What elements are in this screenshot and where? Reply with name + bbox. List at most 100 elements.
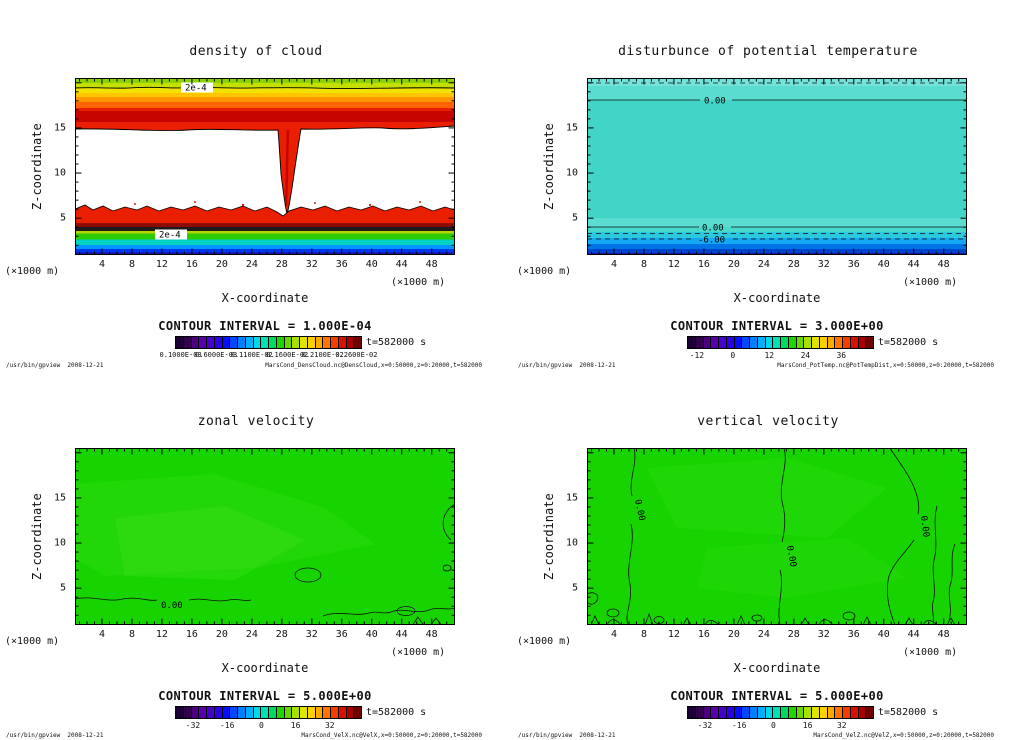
colorbar-cell	[307, 707, 316, 718]
density-field: 2e-4 2e-4	[75, 78, 455, 255]
colorbar-cell	[711, 337, 719, 348]
x-axis-tick-labels: 4 8 12 16 20 24 28 32 36 40 44 48	[587, 629, 967, 641]
x-tick-label: 36	[335, 629, 348, 640]
colorbar-cell	[796, 337, 805, 348]
x-tick-label: 16	[697, 259, 710, 270]
x-tick-label: 20	[727, 259, 740, 270]
x-tick-label: 32	[305, 629, 318, 640]
colorbar-cell	[238, 337, 246, 348]
colorbar-tick-label: 0	[258, 721, 264, 730]
colorbar-cell	[719, 707, 727, 718]
colorbar-tick-label: -32	[185, 721, 201, 730]
colorbar	[687, 336, 874, 349]
colorbar-cell	[331, 337, 339, 348]
colorbar-tick-label: -32	[697, 721, 713, 730]
y-tick-label: 15	[565, 492, 578, 504]
colorbar-cell	[742, 707, 750, 718]
colorbar-tick-label: 0.1600E-02	[266, 351, 309, 359]
colorbar-cell	[827, 707, 836, 718]
panel-title: zonal velocity	[197, 414, 315, 429]
colorbar-cell	[207, 337, 215, 348]
colorbar-cell	[276, 707, 285, 718]
y-axis-title: Z-coordinate	[542, 123, 556, 210]
panel-potential-temperature: disturbunce of potential temperature Z-c…	[512, 0, 1024, 370]
x-axis-title: X-coordinate	[221, 661, 309, 675]
y-tick-label: 5	[59, 582, 66, 594]
command-footer: /usr/bin/gpview 2008-12-21	[518, 362, 616, 369]
colorbar-cell	[726, 337, 735, 348]
x-axis-title: X-coordinate	[221, 291, 309, 305]
x-tick-label: 20	[215, 629, 228, 640]
x-axis-unit: (×1000 m)	[391, 277, 446, 288]
x-tick-label: 28	[275, 629, 288, 640]
source-footer: MarsCond_VelX.nc@VelX,x=0:50000,z=0:2000…	[301, 732, 482, 739]
time-label: t=582000 s	[366, 337, 427, 348]
contour-label: 0.00	[702, 224, 724, 234]
x-axis-unit: (×1000 m)	[903, 647, 958, 658]
colorbar-cell	[695, 707, 704, 718]
x-tick-label: 44	[907, 629, 920, 640]
y-axis-unit: (×1000 m)	[5, 636, 60, 647]
colorbar-cell	[750, 707, 758, 718]
x-tick-label: 44	[907, 259, 920, 270]
colorbar-cell	[703, 337, 712, 348]
colorbar-cell	[734, 707, 743, 718]
colorbar-cell	[734, 337, 743, 348]
colorbar-cell	[245, 337, 254, 348]
y-tick-label: 10	[53, 537, 66, 549]
source-footer: MarsCond_PotTemp.nc@PotTempDist,x=0:5000…	[777, 362, 994, 369]
colorbar-cell	[819, 707, 828, 718]
colorbar-tick-label: 0	[770, 721, 776, 730]
colorbar-cell	[199, 707, 207, 718]
contour-label: -6.00	[698, 236, 725, 246]
plot-area: 0.00	[75, 448, 455, 625]
colorbar-cell	[843, 707, 851, 718]
x-tick-label: 36	[335, 259, 348, 270]
x-tick-label: 24	[757, 629, 770, 640]
x-tick-label: 28	[787, 259, 800, 270]
colorbar-cell	[253, 337, 262, 348]
x-tick-label: 16	[185, 259, 198, 270]
contour-interval-label: CONTOUR INTERVAL = 1.000E-04	[158, 319, 372, 333]
colorbar-cell	[688, 337, 696, 348]
x-tick-label: 4	[610, 629, 618, 640]
colorbar-cell	[711, 707, 719, 718]
colorbar-cell	[346, 337, 355, 348]
x-axis-title: X-coordinate	[733, 661, 821, 675]
panel-vertical-velocity: vertical velocity Z-coordinate 5 10 15 0.0…	[512, 370, 1024, 740]
x-tick-label: 48	[425, 629, 438, 640]
colorbar-cell	[214, 707, 223, 718]
colorbar-cell	[176, 707, 184, 718]
colorbar	[175, 336, 362, 349]
x-tick-label: 40	[365, 259, 378, 270]
x-tick-label: 32	[817, 259, 830, 270]
x-axis-tick-labels: 4 8 12 16 20 24 28 32 36 40 44 48	[75, 629, 455, 641]
y-axis-unit: (×1000 m)	[517, 266, 572, 277]
colorbar-tick-label: 0.1000E-03	[159, 351, 202, 359]
x-tick-label: 4	[98, 259, 106, 270]
x-tick-label: 20	[215, 259, 228, 270]
colorbar-tick-label: 32	[836, 721, 847, 730]
x-tick-label: 4	[610, 259, 618, 270]
y-axis-unit: (×1000 m)	[5, 266, 60, 277]
colorbar-cell	[695, 337, 704, 348]
colorbar-cell	[750, 337, 758, 348]
colorbar-tick-label: -16	[219, 721, 235, 730]
colorbar-cell	[269, 707, 277, 718]
colorbar-cell	[858, 337, 867, 348]
colorbar-cell	[827, 337, 836, 348]
colorbar-cell	[300, 337, 308, 348]
x-tick-label: 28	[275, 259, 288, 270]
x-tick-label: 16	[697, 629, 710, 640]
y-tick-label: 10	[565, 167, 578, 179]
colorbar-cell	[300, 707, 308, 718]
colorbar-cell	[835, 707, 843, 718]
colorbar-cell	[703, 707, 712, 718]
colorbar-cell	[850, 707, 859, 718]
x-tick-label: 12	[667, 629, 680, 640]
colorbar-cell	[238, 707, 246, 718]
colorbar-cell	[292, 337, 300, 348]
y-tick-label: 15	[53, 492, 66, 504]
colorbar-cell	[315, 337, 324, 348]
